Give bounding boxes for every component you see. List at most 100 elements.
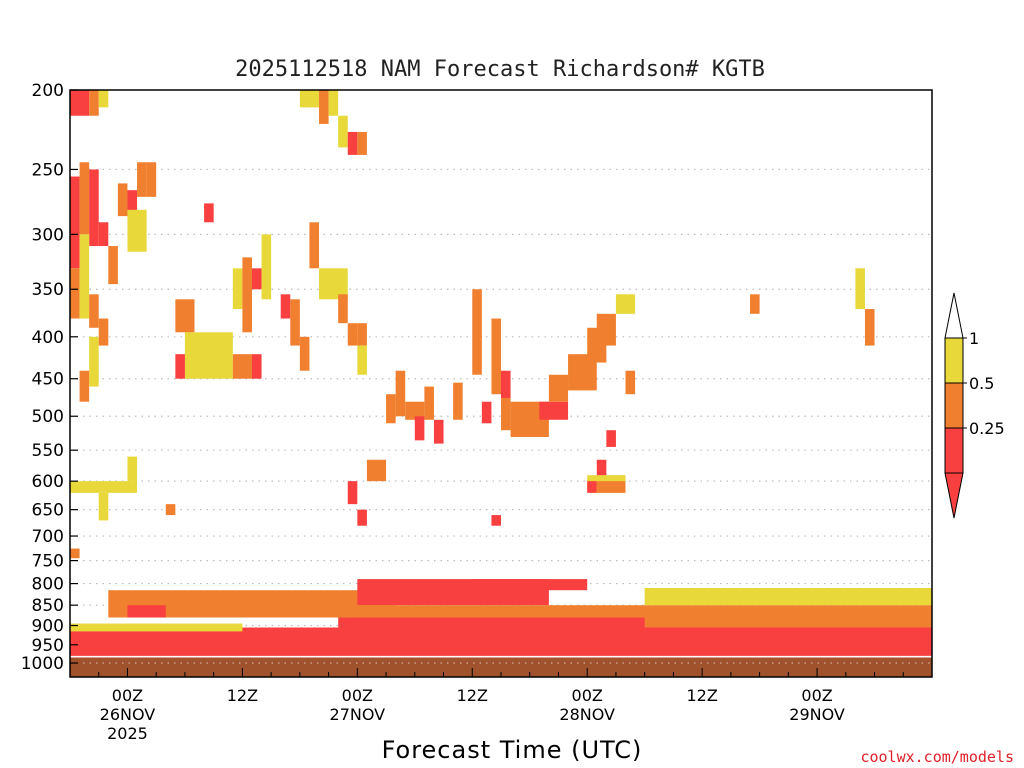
x-axis-label: Forecast Time (UTC)	[382, 736, 643, 764]
heatmap-cell	[309, 222, 320, 269]
heatmap-cell	[165, 504, 176, 516]
heatmap-cell	[338, 294, 348, 324]
heatmap-cell	[70, 90, 90, 116]
heatmap-cell	[472, 579, 588, 591]
y-tick-label: 800	[32, 575, 64, 595]
heatmap-cell	[70, 548, 80, 559]
heatmap-cell	[79, 234, 90, 319]
legend-bottom-arrow	[944, 472, 964, 519]
chart-title: 2025112518 NAM Forecast Richardson# KGTB	[235, 57, 765, 82]
heatmap-cell	[625, 370, 636, 395]
heatmap-cell	[127, 605, 166, 618]
ground-fill	[70, 657, 932, 677]
colorbar-legend: 1 0.5 0.25	[944, 292, 1005, 519]
heatmap-cell	[184, 332, 233, 379]
heatmap-cell	[347, 131, 358, 155]
x-tick-hour: 12Z	[686, 686, 717, 705]
heatmap-cell	[453, 382, 463, 420]
heatmap-cell	[855, 268, 865, 310]
heatmap-cell	[117, 183, 128, 217]
heatmap-cell	[175, 299, 195, 333]
heatmap-cell	[290, 299, 300, 346]
ground-layer	[70, 655, 932, 677]
legend-swatch	[944, 337, 964, 384]
heatmap-cell	[491, 515, 501, 526]
heatmap-cell	[615, 294, 636, 314]
heatmap-cell	[347, 481, 358, 505]
y-tick-label: 600	[32, 472, 64, 492]
heatmap-cell	[644, 588, 932, 606]
legend-label: 1	[969, 329, 979, 348]
heatmap-cell	[587, 481, 597, 493]
heatmap-cell	[204, 203, 214, 223]
heatmap-cell	[501, 370, 511, 398]
y-tick-label: 400	[32, 328, 64, 348]
x-tick-hour: 00Z	[112, 686, 143, 705]
x-tick-date: 27NOV	[330, 705, 386, 724]
heatmap-cell	[433, 419, 444, 444]
y-tick-label: 350	[32, 280, 64, 300]
x-tick-year: 2025	[107, 724, 148, 743]
heatmap-cell	[539, 401, 569, 420]
x-tick-hour: 12Z	[457, 686, 488, 705]
y-tick-label: 850	[32, 596, 64, 616]
legend-swatch	[944, 427, 964, 474]
heatmap-cell	[481, 401, 492, 424]
heatmap-cell	[251, 354, 262, 379]
heatmap-cell	[596, 481, 626, 493]
heatmap-cell	[98, 90, 109, 108]
y-tick-label: 450	[32, 370, 64, 390]
heatmap-cell	[127, 209, 147, 252]
heatmap-cell	[405, 401, 425, 420]
y-tick-label: 300	[32, 225, 64, 245]
heatmap-cell	[864, 309, 875, 346]
heatmap-cell	[280, 294, 291, 319]
heatmap-cell	[79, 370, 90, 402]
heatmap-cell	[299, 336, 310, 371]
heatmap-cell	[98, 492, 109, 521]
heatmap-cell	[89, 336, 99, 387]
heatmap-cell	[338, 115, 348, 148]
heatmap-cell	[232, 354, 252, 379]
y-tick-label: 750	[32, 552, 64, 572]
heatmap-cell	[606, 430, 616, 447]
heatmap-cell	[357, 323, 367, 346]
y-tick-label: 950	[32, 636, 64, 656]
y-tick-label: 900	[32, 617, 64, 637]
heatmap-cell	[548, 374, 569, 402]
legend-label: 0.5	[969, 374, 994, 393]
heatmap-cell	[395, 370, 406, 417]
y-tick-label: 700	[32, 527, 64, 547]
heatmap-cell	[424, 386, 434, 420]
legend-label: 0.25	[969, 419, 1005, 438]
x-tick-hour: 00Z	[572, 686, 603, 705]
heatmap-cell	[98, 318, 109, 346]
heatmap-cell	[750, 294, 760, 314]
heatmap-cell	[127, 190, 138, 223]
y-tick-label: 500	[32, 407, 64, 427]
heatmap-cell	[357, 131, 367, 155]
heatmap-cell	[414, 416, 425, 441]
heatmap-cell	[79, 162, 90, 235]
heatmap-cell	[98, 222, 109, 247]
heatmap-cell	[347, 323, 358, 346]
heatmap-cell	[89, 169, 99, 247]
heatmap-cell	[338, 617, 645, 649]
heatmap-cell	[175, 354, 185, 379]
heatmap-cell	[472, 289, 482, 375]
legend-swatch	[944, 382, 964, 429]
x-tick-date: 26NOV	[100, 705, 156, 724]
heatmap-cell	[319, 268, 348, 300]
x-tick-date: 29NOV	[789, 705, 845, 724]
heatmap-cell	[328, 90, 339, 116]
heatmap-cell	[146, 162, 157, 197]
heatmap-cell	[491, 318, 501, 395]
credit-link[interactable]: coolwx.com/models	[860, 748, 1014, 766]
x-tick-hour: 12Z	[227, 686, 258, 705]
heatmap-cell	[70, 623, 243, 632]
heatmap-cell	[357, 345, 367, 375]
heatmap-cell	[127, 456, 138, 482]
heatmap-cell	[232, 268, 243, 310]
